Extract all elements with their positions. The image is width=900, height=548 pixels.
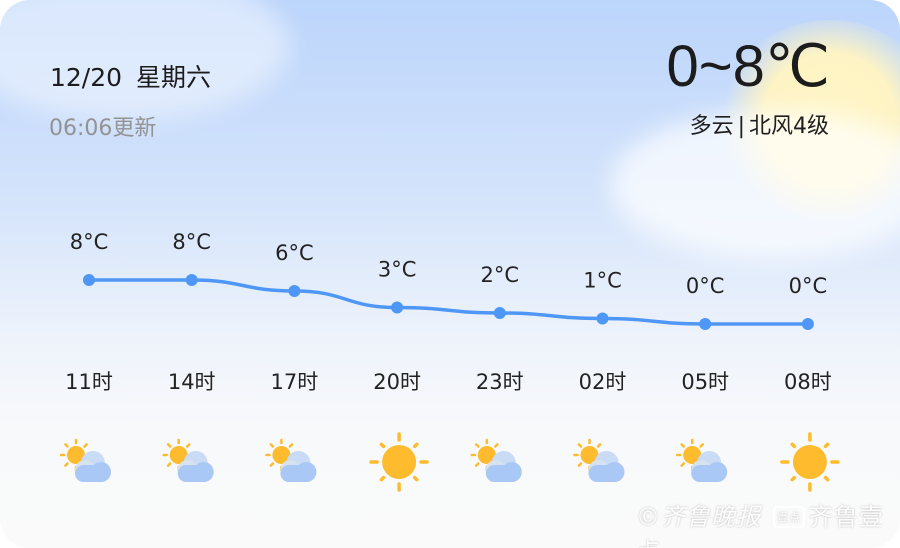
temp-point [493, 307, 506, 319]
temp-label: 0°C [789, 274, 828, 298]
temp-label: 1°C [583, 269, 622, 293]
temp-line [89, 278, 808, 326]
temp-point [391, 301, 404, 314]
hour-label: 23时 [476, 370, 524, 394]
wind-text: 北风4级 [749, 114, 829, 139]
watermark-brand2: 齐鲁壹点 [636, 503, 884, 548]
watermark-badge: 壹点 [773, 506, 805, 528]
partly-cloudy-icon [59, 438, 111, 482]
sunny-icon [369, 432, 429, 492]
temp-label: 0°C [686, 274, 725, 298]
partly-cloudy-icon [675, 438, 728, 482]
partly-cloudy-icon [162, 438, 214, 482]
condition-text: 多云 [689, 114, 734, 139]
hour-label: 02时 [579, 370, 627, 394]
update-time: 06:06更新 [49, 116, 157, 141]
hour-label: 08时 [784, 370, 832, 394]
temp-label: 2°C [481, 263, 520, 287]
temp-point [801, 318, 814, 330]
temp-point [83, 274, 95, 286]
temp-point [596, 312, 609, 325]
temp-label: 8°C [70, 230, 109, 254]
sunny-icon [780, 432, 840, 492]
temp-point [699, 318, 712, 330]
partly-cloudy-icon [573, 438, 625, 482]
temp-label: 3°C [378, 258, 417, 282]
temp-point [288, 285, 301, 297]
hour-label: 20时 [373, 370, 421, 394]
temp-label: 8°C [172, 230, 211, 254]
date-text: 12/20 [50, 63, 123, 92]
hour-label: 17时 [271, 370, 319, 394]
temp-label: 6°C [275, 241, 314, 265]
temp-range: 0~8℃ [666, 34, 830, 99]
watermark: ©齐鲁晚报壹点齐鲁壹点 [636, 497, 900, 548]
hour-label: 05时 [681, 370, 729, 394]
condition: 多云 | 北风4级 [689, 114, 829, 139]
hour-label: 14时 [168, 370, 216, 394]
weekday: 星期六 [136, 63, 212, 92]
date: 12/20 星期六 [50, 58, 211, 94]
watermark-brand1: 齐鲁晚报 [661, 503, 761, 531]
partly-cloudy-icon [265, 438, 317, 482]
partly-cloudy-icon [470, 438, 522, 482]
temp-point [185, 274, 198, 286]
hour-label: 11时 [65, 370, 113, 394]
cloud-bg [610, 110, 900, 260]
